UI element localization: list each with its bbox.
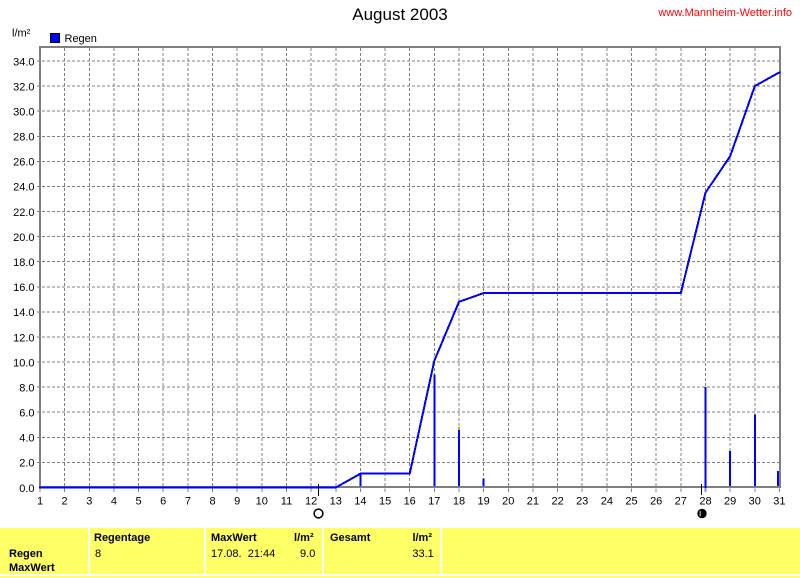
svg-text:3: 3 — [86, 496, 92, 508]
svg-text:16.0: 16.0 — [13, 282, 34, 294]
svg-text:30.0: 30.0 — [13, 107, 34, 119]
svg-text:22: 22 — [551, 496, 563, 508]
svg-text:19: 19 — [477, 496, 489, 508]
svg-text:30: 30 — [749, 496, 761, 508]
svg-text:26.0: 26.0 — [13, 157, 34, 169]
svg-text:0.0: 0.0 — [19, 483, 34, 495]
svg-text:22.0: 22.0 — [13, 207, 34, 219]
svg-text:1: 1 — [37, 496, 43, 508]
svg-text:12: 12 — [305, 496, 317, 508]
svg-text:27: 27 — [675, 496, 687, 508]
svg-text:2.0: 2.0 — [19, 458, 34, 470]
svg-text:l/m²: l/m² — [12, 28, 31, 40]
svg-text:15: 15 — [379, 496, 391, 508]
svg-text:8: 8 — [209, 496, 215, 508]
svg-text:4.0: 4.0 — [19, 433, 34, 445]
svg-text:31: 31 — [773, 496, 785, 508]
svg-text:10.0: 10.0 — [13, 357, 34, 369]
svg-text:10: 10 — [256, 496, 268, 508]
svg-text:24.0: 24.0 — [13, 182, 34, 194]
svg-text:11: 11 — [281, 496, 292, 508]
svg-text:8.0: 8.0 — [19, 382, 34, 394]
svg-text:2: 2 — [62, 496, 68, 508]
svg-text:6.0: 6.0 — [19, 408, 34, 420]
svg-text:4: 4 — [111, 496, 117, 508]
svg-text:21: 21 — [527, 496, 539, 508]
svg-text:6: 6 — [160, 496, 166, 508]
svg-text:14: 14 — [354, 496, 366, 508]
svg-text:9: 9 — [234, 496, 240, 508]
svg-text:28.0: 28.0 — [13, 132, 34, 144]
svg-text:7: 7 — [185, 496, 191, 508]
svg-text:14.0: 14.0 — [13, 307, 34, 319]
svg-text:13: 13 — [330, 496, 342, 508]
svg-text:28: 28 — [699, 496, 711, 508]
svg-text:20.0: 20.0 — [13, 232, 34, 244]
svg-text:16: 16 — [404, 496, 416, 508]
svg-text:24: 24 — [601, 496, 613, 508]
svg-text:Regen: Regen — [65, 33, 97, 45]
svg-text:32.0: 32.0 — [13, 81, 34, 93]
svg-text:26: 26 — [650, 496, 662, 508]
svg-text:5: 5 — [136, 496, 142, 508]
svg-text:25: 25 — [625, 496, 637, 508]
svg-text:17: 17 — [428, 496, 440, 508]
svg-text:12.0: 12.0 — [13, 332, 34, 344]
svg-text:29: 29 — [724, 496, 736, 508]
svg-text:18: 18 — [453, 496, 465, 508]
svg-text:18.0: 18.0 — [13, 257, 34, 269]
svg-text:20: 20 — [502, 496, 514, 508]
svg-text:23: 23 — [576, 496, 588, 508]
svg-text:34.0: 34.0 — [13, 56, 34, 68]
